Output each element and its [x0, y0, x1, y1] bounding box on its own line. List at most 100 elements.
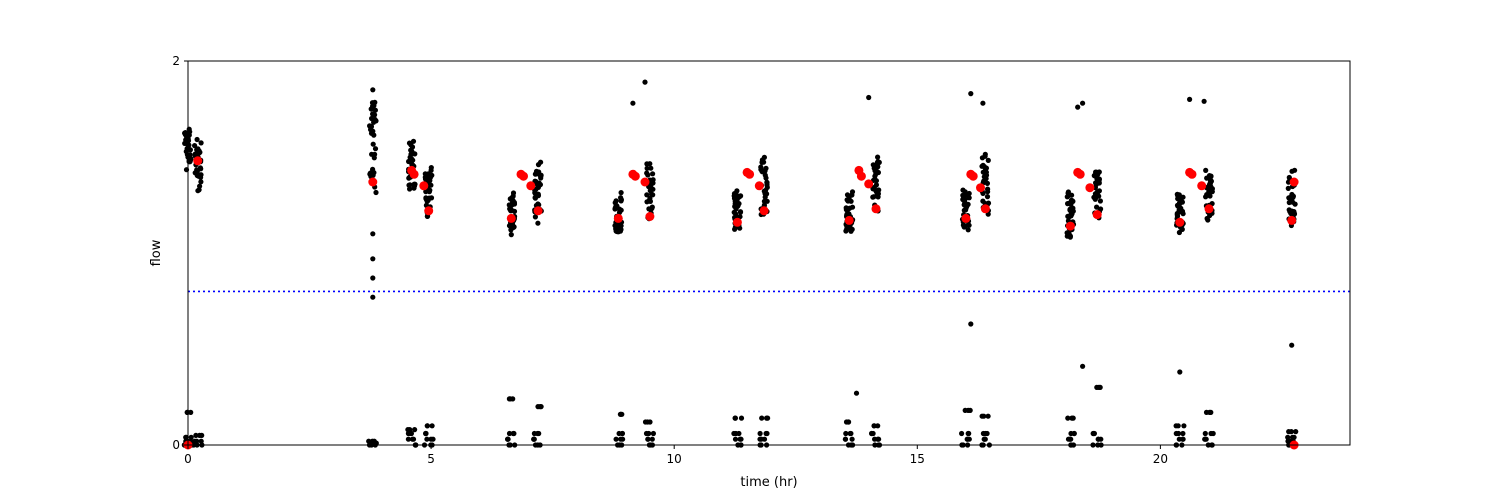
raw-point — [1068, 213, 1074, 219]
raw-point — [405, 436, 411, 442]
raw-point — [966, 430, 972, 437]
raw-point — [1187, 96, 1193, 102]
raw-point — [872, 436, 878, 442]
raw-point — [613, 436, 619, 442]
mean-flow-points — [183, 156, 1299, 450]
mean-point — [640, 177, 650, 187]
raw-point — [849, 189, 856, 195]
raw-point — [965, 227, 971, 233]
raw-point — [984, 430, 990, 437]
raw-point — [510, 430, 516, 437]
raw-point — [423, 175, 430, 181]
raw-point — [761, 202, 768, 208]
raw-point — [1069, 415, 1075, 421]
raw-point — [1175, 430, 1182, 437]
raw-point — [981, 413, 987, 419]
raw-point — [511, 201, 518, 207]
raw-point — [371, 438, 377, 444]
mean-point — [976, 183, 985, 193]
raw-point — [1288, 210, 1294, 217]
raw-point — [198, 166, 204, 172]
raw-point — [408, 147, 414, 153]
raw-point — [1065, 201, 1071, 207]
raw-point — [985, 413, 991, 419]
raw-point — [198, 172, 204, 178]
raw-point — [193, 432, 199, 438]
y-tick-label: 2 — [172, 54, 180, 68]
raw-point — [763, 175, 769, 181]
mean-point — [1197, 181, 1207, 191]
raw-point — [870, 162, 876, 168]
raw-point — [1094, 204, 1100, 210]
raw-point — [980, 198, 986, 204]
raw-point — [642, 419, 649, 425]
raw-point — [764, 415, 770, 421]
raw-point — [650, 430, 657, 437]
mean-point — [1289, 177, 1299, 187]
raw-point — [423, 189, 429, 195]
raw-point — [506, 430, 513, 437]
raw-point — [506, 396, 512, 402]
mean-point — [1092, 210, 1102, 220]
raw-point — [184, 140, 190, 146]
raw-point — [197, 432, 203, 438]
raw-point — [960, 222, 967, 228]
raw-point — [508, 208, 514, 214]
raw-point — [198, 140, 204, 146]
raw-point — [370, 231, 376, 237]
mean-point — [613, 213, 623, 223]
raw-point — [873, 178, 880, 184]
raw-point — [412, 427, 418, 433]
raw-point — [1065, 189, 1071, 195]
raw-point — [984, 180, 991, 186]
raw-point — [1097, 198, 1103, 204]
raw-point — [763, 165, 769, 171]
raw-point — [842, 436, 849, 442]
mean-point — [968, 171, 978, 181]
plot-frame — [187, 60, 1351, 446]
raw-point — [1203, 167, 1209, 173]
raw-point — [535, 162, 542, 168]
raw-point — [426, 178, 432, 184]
mean-point — [519, 171, 528, 181]
raw-point — [428, 167, 434, 173]
raw-point — [1286, 174, 1292, 181]
raw-point — [1093, 194, 1099, 200]
raw-point — [531, 436, 537, 442]
raw-point — [186, 157, 192, 163]
raw-point — [372, 116, 378, 123]
mean-point — [864, 179, 874, 189]
raw-point — [649, 436, 655, 442]
raw-point — [538, 175, 544, 181]
raw-point — [197, 183, 203, 189]
raw-point — [960, 196, 966, 203]
raw-point — [194, 136, 200, 143]
raw-point — [738, 415, 745, 421]
mean-point — [980, 204, 990, 214]
raw-point — [1181, 423, 1187, 429]
raw-point — [373, 189, 379, 196]
raw-point — [848, 430, 854, 437]
raw-point — [960, 187, 966, 193]
raw-point — [1205, 217, 1211, 223]
raw-point — [649, 205, 655, 212]
mean-point — [1187, 169, 1197, 179]
raw-point — [1070, 208, 1076, 214]
raw-point — [984, 194, 991, 200]
mean-point — [1175, 217, 1185, 227]
raw-point — [535, 191, 541, 197]
raw-point — [613, 223, 620, 230]
mean-point — [1075, 169, 1085, 179]
raw-point — [535, 220, 541, 226]
raw-point — [370, 275, 376, 281]
raw-point — [872, 173, 878, 179]
raw-point — [1203, 409, 1210, 415]
raw-point — [192, 143, 198, 149]
raw-point — [536, 202, 542, 208]
raw-point — [647, 198, 654, 204]
raw-point — [372, 107, 378, 113]
raw-point — [370, 141, 376, 147]
raw-point — [411, 181, 417, 187]
raw-point — [845, 198, 851, 204]
